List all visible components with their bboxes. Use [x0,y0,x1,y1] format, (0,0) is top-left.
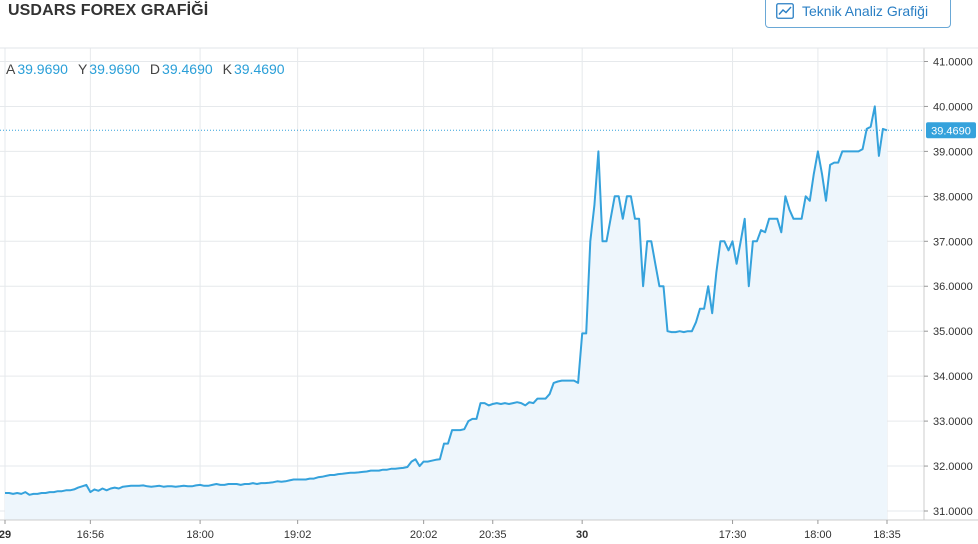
x-tick-label: 18:35 [873,529,901,541]
x-tick-label: 17:30 [719,529,747,541]
horizontal-grid [0,60,924,512]
ohlc-low-key: D [149,61,161,77]
y-tick-label: 38.0000 [933,191,973,203]
x-tick-label: 19:02 [284,529,312,541]
y-tick-label: 39.0000 [933,146,973,158]
last-price-badge-bg [926,122,976,139]
y-tick-label: 35.0000 [933,326,973,338]
ohlc-high: Y 39.9690 [78,61,140,77]
ohlc-open-key: A [6,61,16,77]
price-line [5,105,888,496]
x-tick-label: 20:35 [479,529,507,541]
x-tick-label: 20:02 [410,529,438,541]
ohlc-close-key: K [222,61,232,77]
ohlc-close-value: 39.4690 [233,61,285,77]
price-area [5,106,887,521]
ohlc-close: K 39.4690 [223,61,285,77]
ohlc-open: A 39.9690 [6,61,68,77]
y-tick-label: 34.0000 [933,371,973,383]
y-tick-label: 37.0000 [933,236,973,248]
x-tick-label: 16:56 [77,529,105,541]
technical-analysis-button[interactable]: Teknik Analiz Grafiği [765,0,951,28]
price-axis: 41.0000 40.0000 39.0000 38.0000 37.0000 36.00… [924,56,973,518]
x-tick-label: 30 [576,529,588,541]
x-tick-label: 18:00 [804,529,832,541]
last-price-badge: 39.4690 [926,122,976,139]
ohlc-open-value: 39.9690 [17,61,68,77]
ohlc-high-value: 39.9690 [89,61,140,77]
ohlc-low: D 39.4690 [150,61,213,77]
ohlc-high-key: Y [77,61,88,77]
y-tick-label: 41.0000 [933,56,973,68]
x-tick-label: 18:00 [186,529,214,541]
y-tick-label: 33.0000 [933,416,973,428]
y-tick-label: 32.0000 [933,461,973,473]
x-tick-label: 29 [0,529,11,541]
y-tick-label: 31.0000 [933,506,973,518]
time-axis: 29 16:56 18:00 19:02 20:02 20:35 30 17:30 18:00 1… [0,520,901,541]
technical-analysis-button-label: Teknik Analiz Grafiği [802,3,929,19]
page-title: USDARS FOREX GRAFİĞİ [8,2,209,19]
last-price-label: 39.4690 [931,125,971,137]
line-chart-icon [776,3,794,19]
ohlc-readout: A 39.9690 Y 39.9690 D 39.4690 K 39.4690 [6,61,285,77]
y-tick-label: 40.0000 [933,101,973,113]
y-tick-label: 36.0000 [933,281,973,293]
ohlc-low-value: 39.4690 [162,61,213,77]
